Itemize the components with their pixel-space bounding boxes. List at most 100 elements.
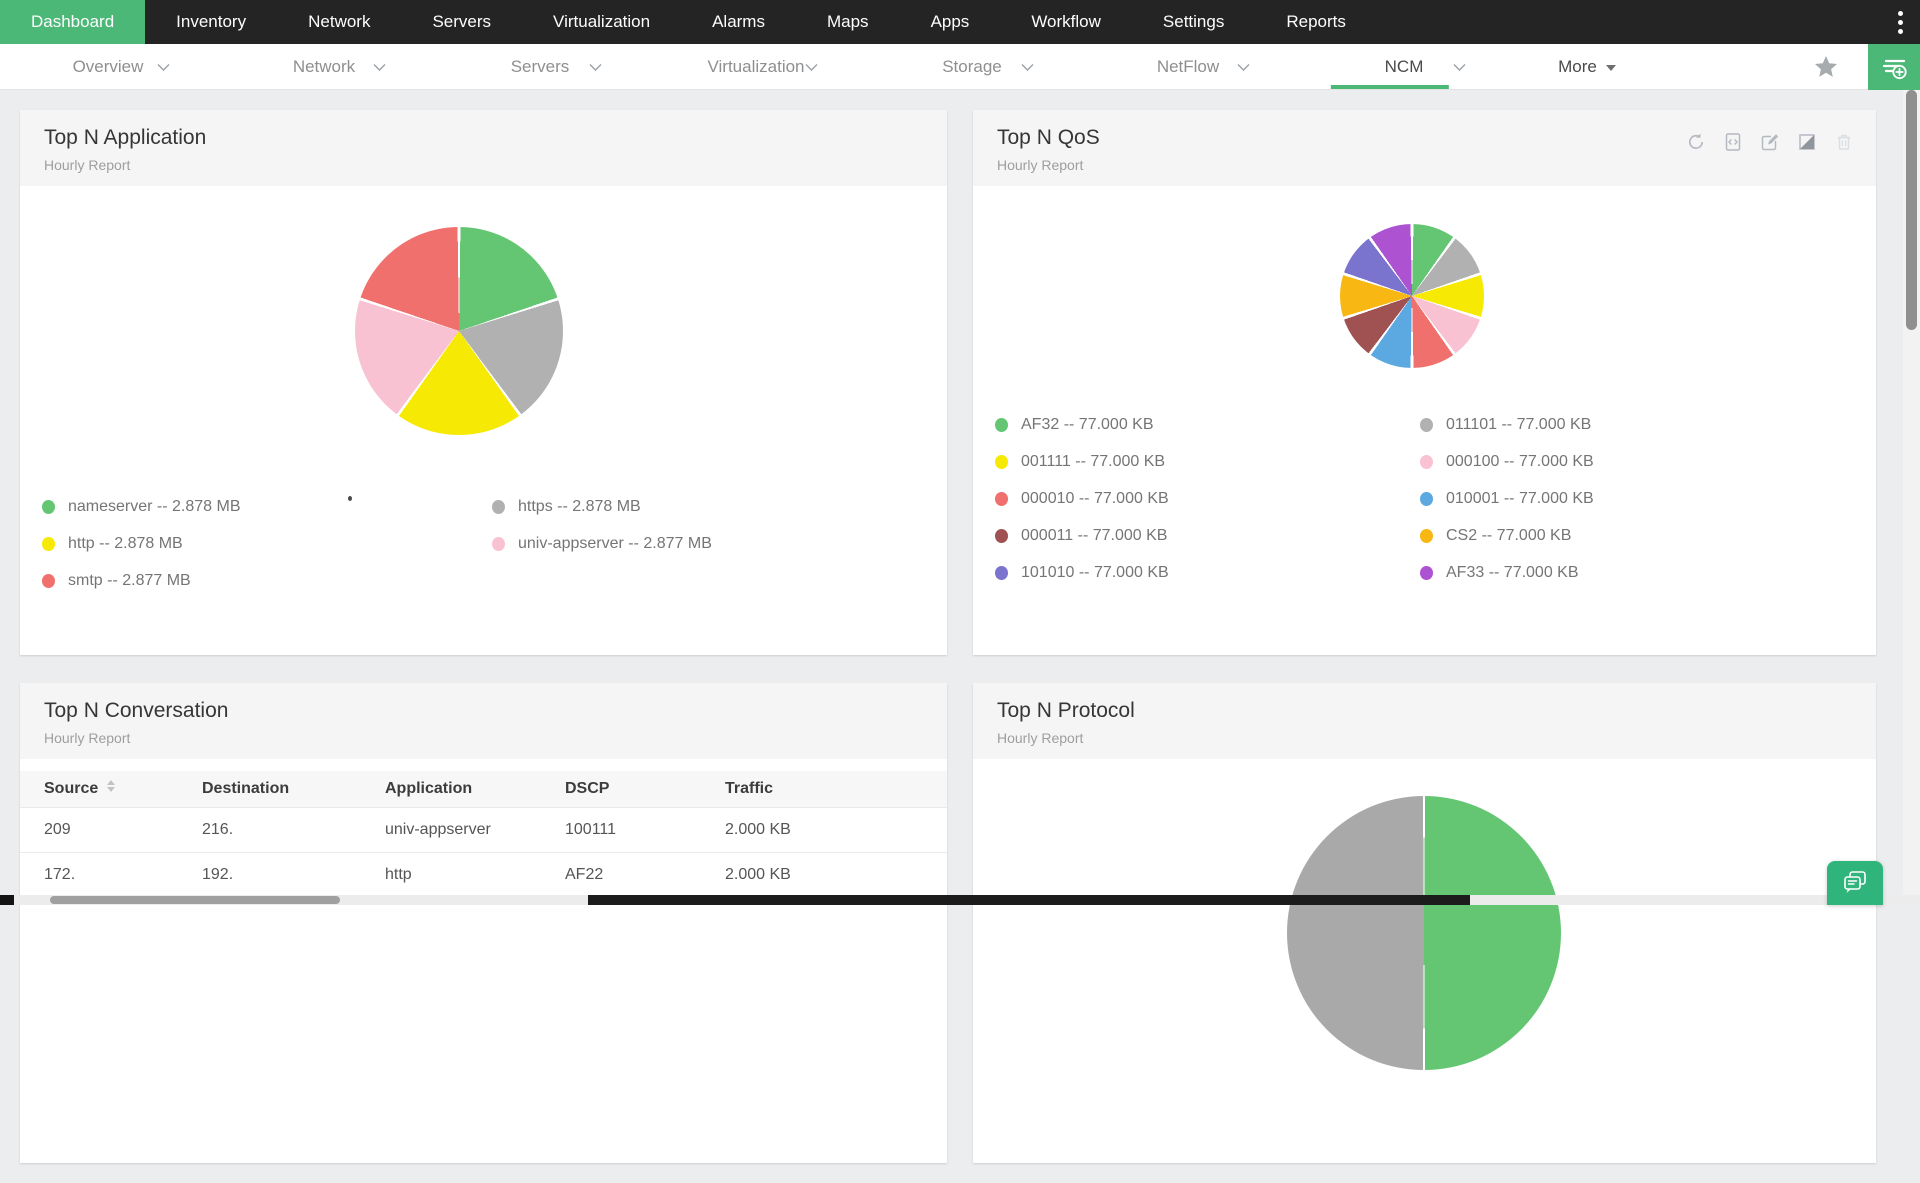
main-nav: Dashboard Inventory Network Servers Virtuali… — [0, 0, 1920, 44]
tab-servers[interactable]: Servers — [432, 44, 648, 89]
legend-label: http -- 2.878 MB — [68, 534, 183, 552]
column-header-destination[interactable]: Destination — [198, 771, 381, 807]
legend-label: smtp -- 2.877 MB — [68, 571, 191, 589]
chevron-down-icon — [157, 63, 170, 72]
export-code-icon[interactable] — [1723, 132, 1743, 152]
table-cell: 192. — [198, 851, 381, 897]
legend-item-univ-appserver[interactable]: univ-appserver -- 2.877 MB — [492, 532, 912, 555]
legend-label: AF33 -- 77.000 KB — [1446, 563, 1579, 581]
nav-item-settings[interactable]: Settings — [1162, 12, 1225, 31]
support-chat-button[interactable] — [1827, 861, 1883, 905]
tab-label: Storage — [942, 56, 1002, 76]
widget-top-n-conversation: Top N Conversation Hourly Report Source D… — [20, 683, 947, 1163]
legend-color-dot — [1420, 417, 1433, 432]
table-horizontal-scrollbar-thumb[interactable] — [50, 896, 340, 904]
widget-header: Top N QoS Hourly Report — [973, 110, 1876, 186]
delete-trash-icon[interactable] — [1834, 132, 1854, 152]
legend-label: 000011 -- 77.000 KB — [1021, 526, 1168, 544]
legend-item-011101[interactable]: 011101 -- 77.000 KB — [1420, 413, 1850, 436]
column-header-dscp[interactable]: DSCP — [561, 771, 721, 807]
more-options-kebab-icon[interactable] — [1881, 0, 1920, 44]
legend-item-cs2[interactable]: CS2 -- 77.000 KB — [1420, 524, 1850, 547]
legend-color-dot — [42, 536, 55, 551]
table-cell: AF22 — [561, 851, 721, 897]
tab-more[interactable]: More — [1512, 44, 1662, 89]
nav-item-virtualization[interactable]: Virtualization — [553, 12, 651, 31]
legend-column: AF32 -- 77.000 KB 001111 -- 77.000 KB 0000… — [995, 413, 1420, 598]
legend-item-https[interactable]: https -- 2.878 MB — [492, 495, 912, 518]
table-cell: 100111 — [561, 806, 721, 852]
vertical-scrollbar-track[interactable] — [1903, 90, 1920, 905]
nav-item-servers[interactable]: Servers — [432, 12, 492, 31]
legend-item-nameserver[interactable]: nameserver -- 2.878 MB — [42, 495, 492, 518]
widget-title: Top N Protocol — [997, 699, 1135, 722]
nav-item-inventory[interactable]: Inventory — [176, 12, 247, 31]
add-dashboard-button[interactable] — [1868, 43, 1920, 90]
table-cell: 209 — [20, 806, 198, 852]
legend-item-000010[interactable]: 000010 -- 77.000 KB — [995, 487, 1420, 510]
tab-overview[interactable]: Overview — [0, 44, 216, 89]
legend-item-af32[interactable]: AF32 -- 77.000 KB — [995, 413, 1420, 436]
widget-header: Top N Protocol Hourly Report — [973, 683, 1876, 759]
edit-icon[interactable] — [1760, 132, 1780, 152]
tab-ncm[interactable]: NCM — [1296, 44, 1512, 89]
favorite-star-icon[interactable] — [1814, 55, 1838, 78]
legend-color-dot — [492, 536, 505, 551]
legend-item-smtp[interactable]: smtp -- 2.877 MB — [42, 569, 492, 592]
legend-item-010001[interactable]: 010001 -- 77.000 KB — [1420, 487, 1850, 510]
widget-title: Top N Conversation — [44, 699, 229, 722]
legend-color-dot — [995, 491, 1008, 506]
legend-item-http[interactable]: http -- 2.878 MB — [42, 532, 492, 555]
legend-label: AF32 -- 77.000 KB — [1021, 415, 1154, 433]
legend-item-001111[interactable]: 001111 -- 77.000 KB — [995, 450, 1420, 473]
tab-label: NCM — [1384, 56, 1424, 76]
nav-item-maps[interactable]: Maps — [826, 12, 869, 31]
subnav-actions — [1814, 43, 1920, 90]
tab-storage[interactable]: Storage — [864, 44, 1080, 89]
widget-subtitle: Hourly Report — [44, 157, 131, 173]
conversation-table: Source Destination Application DSCP Traffic … — [20, 771, 947, 897]
tab-netflow[interactable]: NetFlow — [1080, 44, 1296, 89]
dashboard-grid: Top N Application Hourly Report nameserv… — [0, 90, 1920, 1183]
legend-color-dot — [1420, 528, 1433, 543]
legend-color-dot — [995, 454, 1008, 469]
tab-network[interactable]: Network — [216, 44, 432, 89]
nav-item-reports[interactable]: Reports — [1286, 12, 1346, 31]
tab-label: Network — [292, 56, 356, 76]
qos-pie-chart[interactable] — [1340, 224, 1484, 368]
legend-item-101010[interactable]: 101010 -- 77.000 KB — [995, 561, 1420, 584]
horizontal-scrollbar-track[interactable] — [0, 895, 1920, 905]
legend-color-dot — [1420, 565, 1433, 580]
legend-item-000100[interactable]: 000100 -- 77.000 KB — [1420, 450, 1850, 473]
nav-item-apps[interactable]: Apps — [930, 12, 970, 31]
nav-item-workflow[interactable]: Workflow — [1031, 12, 1101, 31]
column-header-traffic[interactable]: Traffic — [721, 771, 947, 807]
legend-label: 101010 -- 77.000 KB — [1021, 563, 1169, 581]
column-header-source[interactable]: Source — [20, 771, 198, 807]
refresh-icon[interactable] — [1686, 132, 1706, 152]
legend-label: https -- 2.878 MB — [518, 497, 641, 515]
page-horizontal-scrollbar-thumb[interactable] — [588, 895, 1470, 905]
chevron-down-icon — [373, 63, 386, 72]
legend-item-af33[interactable]: AF33 -- 77.000 KB — [1420, 561, 1850, 584]
chevron-down-icon — [1453, 63, 1466, 72]
nav-item-dashboard[interactable]: Dashboard — [0, 0, 146, 44]
chevron-down-icon — [1237, 63, 1250, 72]
contrast-icon[interactable] — [1797, 132, 1817, 152]
sort-icon[interactable] — [107, 779, 116, 792]
chevron-down-icon — [1021, 63, 1034, 72]
tab-virtualization[interactable]: Virtualization — [648, 44, 864, 89]
chevron-down-icon — [805, 63, 818, 72]
application-pie-chart[interactable] — [355, 227, 563, 435]
table-cell: http — [381, 851, 561, 897]
column-header-application[interactable]: Application — [381, 771, 561, 807]
legend-item-000011[interactable]: 000011 -- 77.000 KB — [995, 524, 1420, 547]
vertical-scrollbar-thumb[interactable] — [1906, 90, 1917, 330]
chevron-down-icon — [589, 63, 602, 72]
protocol-pie-chart[interactable] — [1287, 796, 1561, 1070]
nav-item-alarms[interactable]: Alarms — [712, 12, 765, 31]
tab-label: Servers — [510, 56, 570, 76]
widget-header: Top N Conversation Hourly Report — [20, 683, 947, 759]
table-cell: univ-appserver — [381, 806, 561, 852]
nav-item-network[interactable]: Network — [308, 12, 371, 31]
